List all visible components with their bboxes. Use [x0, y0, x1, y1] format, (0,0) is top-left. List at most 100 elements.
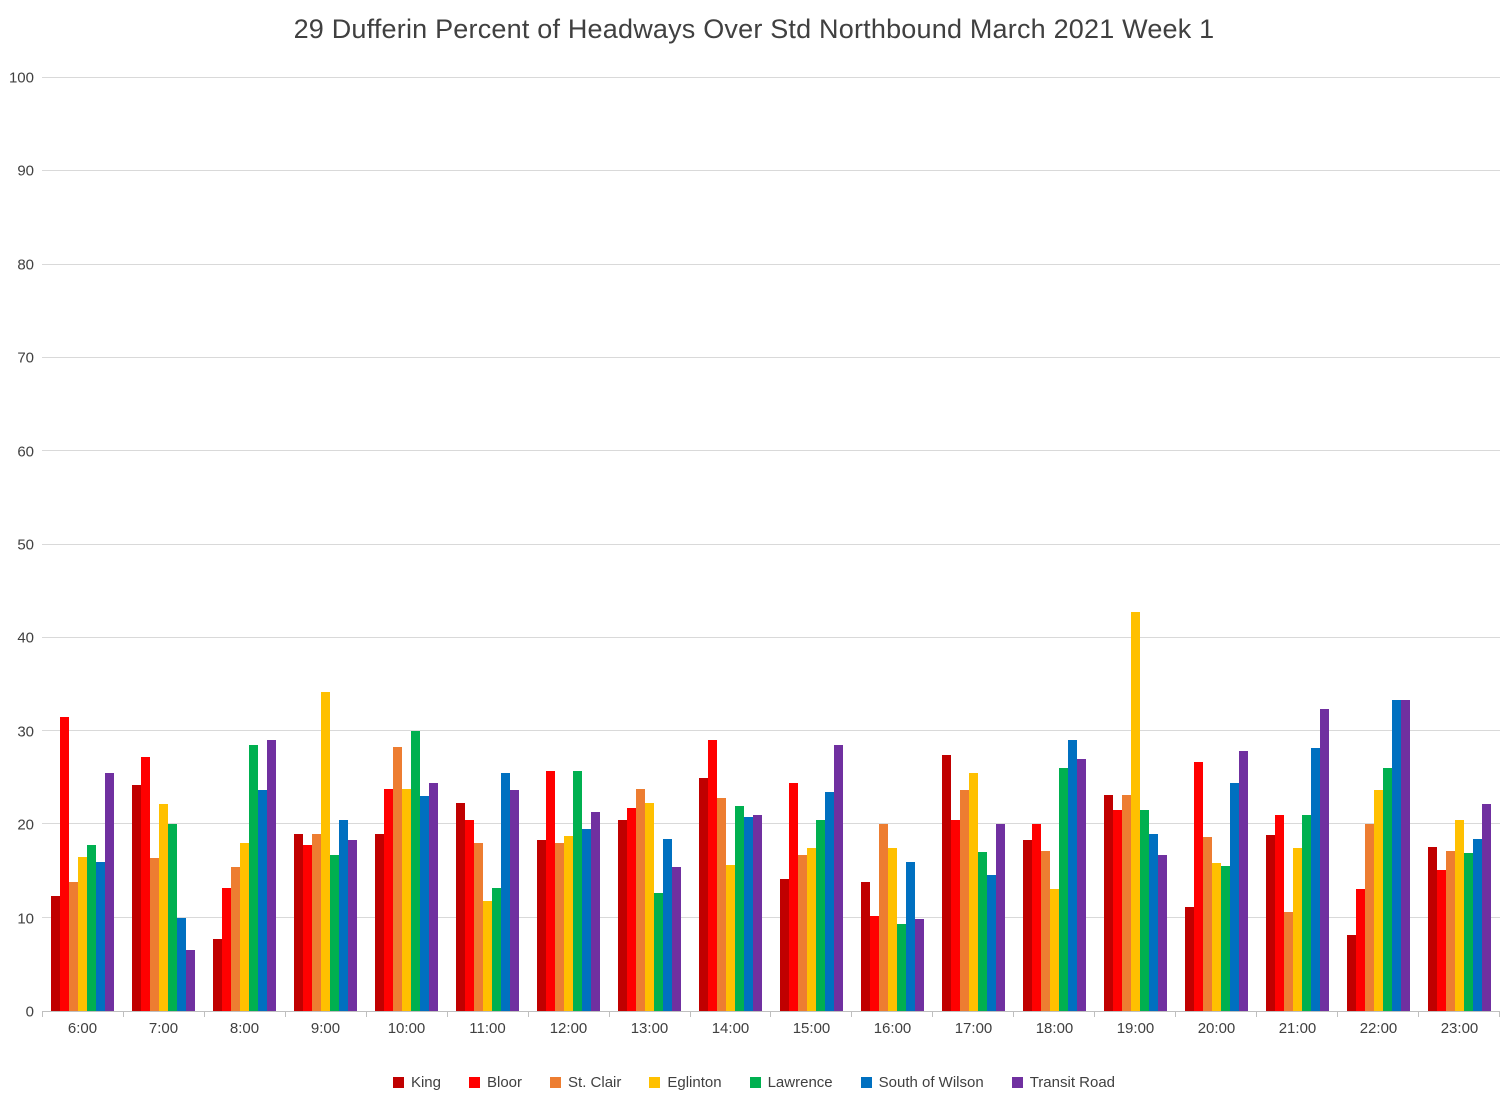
bar-transit-road	[996, 824, 1005, 1011]
bar-bloor	[546, 771, 555, 1011]
x-axis-label: 16:00	[873, 1020, 912, 1037]
bar-group	[1419, 78, 1500, 1011]
bar-bloor	[1356, 888, 1365, 1011]
bar-lawrence	[168, 824, 177, 1011]
bar-south-of-wilson	[1311, 747, 1320, 1011]
bar-lawrence	[330, 855, 339, 1011]
legend-item-transit-road: Transit Road	[1011, 1074, 1116, 1091]
legend-label: South of Wilson	[878, 1074, 984, 1091]
x-axis-tick	[771, 1012, 853, 1017]
bar-st-clair	[1122, 795, 1131, 1011]
y-axis-label: 60	[17, 443, 34, 461]
x-axis-tick	[124, 1012, 205, 1017]
bar-st-clair	[69, 882, 78, 1011]
bar-lawrence	[654, 892, 663, 1011]
legend-label: Bloor	[487, 1074, 523, 1091]
bar-bloor	[870, 915, 879, 1011]
legend-swatch-icon	[469, 1077, 480, 1088]
x-axis-tick	[43, 1012, 124, 1017]
bar-transit-road	[186, 950, 195, 1011]
bar-king	[456, 802, 465, 1011]
bar-lawrence	[735, 805, 744, 1011]
x-axis-label: 23:00	[1440, 1020, 1479, 1037]
x-axis-label: 9:00	[310, 1020, 341, 1037]
legend-item-bloor: Bloor	[469, 1074, 522, 1091]
bar-south-of-wilson	[744, 816, 753, 1011]
bar-lawrence	[897, 924, 906, 1011]
bar-group	[1338, 78, 1419, 1011]
bar-eglinton	[1131, 611, 1140, 1011]
bar-eglinton	[1374, 789, 1383, 1011]
x-axis-label: 10:00	[387, 1020, 426, 1037]
bar-st-clair	[150, 858, 159, 1011]
y-axis-label: 70	[17, 349, 34, 367]
bar-bloor	[384, 788, 393, 1011]
bar-eglinton	[1212, 862, 1221, 1011]
bar-transit-road	[753, 815, 762, 1011]
bar-st-clair	[1041, 851, 1050, 1011]
bar-transit-road	[1482, 803, 1491, 1011]
bar-king	[1104, 794, 1113, 1011]
bar-south-of-wilson	[906, 861, 915, 1011]
bar-lawrence	[1059, 767, 1068, 1011]
x-axis-label: 18:00	[1035, 1020, 1074, 1037]
bar-st-clair	[798, 855, 807, 1011]
bar-eglinton	[564, 835, 573, 1011]
bar-lawrence	[249, 745, 258, 1011]
bar-king	[294, 833, 303, 1011]
bar-king	[1428, 846, 1437, 1011]
y-axis-label: 10	[17, 910, 34, 928]
gridline	[42, 730, 1500, 732]
bar-eglinton	[1293, 847, 1302, 1011]
bar-eglinton	[321, 691, 330, 1011]
gridline	[42, 823, 1500, 825]
gridline	[42, 450, 1500, 452]
y-axis-label: 30	[17, 723, 34, 741]
legend-swatch-icon	[550, 1077, 562, 1088]
x-axis-label: 19:00	[1116, 1020, 1155, 1037]
bar-eglinton	[240, 843, 249, 1011]
x-axis-label: 6:00	[67, 1020, 98, 1037]
bar-king	[537, 840, 546, 1011]
bar-south-of-wilson	[1230, 783, 1239, 1011]
bar-st-clair	[636, 788, 645, 1011]
y-axis-label: 50	[17, 536, 34, 554]
bar-transit-road	[915, 918, 924, 1011]
gridline	[42, 543, 1500, 545]
bar-transit-road	[1239, 750, 1248, 1011]
bar-eglinton	[1050, 888, 1059, 1011]
legend-swatch-icon	[649, 1077, 661, 1088]
bar-st-clair	[960, 789, 969, 1011]
bar-eglinton	[78, 857, 87, 1011]
bar-bloor	[1275, 815, 1284, 1011]
bar-king	[1185, 906, 1194, 1011]
x-axis-label: 7:00	[148, 1020, 179, 1037]
bar-transit-road	[429, 783, 438, 1011]
bar-lawrence	[87, 844, 96, 1011]
bar-king	[1266, 834, 1275, 1011]
bar-eglinton	[969, 773, 978, 1011]
bar-groups	[42, 78, 1500, 1011]
bar-transit-road	[267, 740, 276, 1011]
bar-transit-road	[1158, 855, 1167, 1011]
x-axis-labels: 6:00 7:00 8:00 9:00 10:00 11:00 12:00 13:00 14:0…	[42, 1020, 1500, 1037]
bar-eglinton	[159, 803, 168, 1011]
bar-south-of-wilson	[258, 789, 267, 1011]
bar-lawrence	[573, 771, 582, 1011]
bar-king	[1023, 840, 1032, 1011]
bar-group	[1176, 78, 1257, 1011]
bar-south-of-wilson	[501, 773, 510, 1011]
bar-st-clair	[1446, 850, 1455, 1011]
bar-bloor	[465, 819, 474, 1011]
bar-group	[771, 78, 852, 1011]
x-axis-ticks	[42, 1012, 1500, 1017]
bar-king	[51, 896, 60, 1011]
bar-lawrence	[1140, 810, 1149, 1011]
bar-group	[123, 78, 204, 1011]
bar-transit-road	[834, 745, 843, 1011]
x-axis-tick	[691, 1012, 772, 1017]
x-axis-label: 11:00	[469, 1020, 506, 1037]
legend-label: Transit Road	[1029, 1074, 1116, 1091]
legend-label: Lawrence	[767, 1074, 833, 1091]
bar-lawrence	[1302, 815, 1311, 1011]
